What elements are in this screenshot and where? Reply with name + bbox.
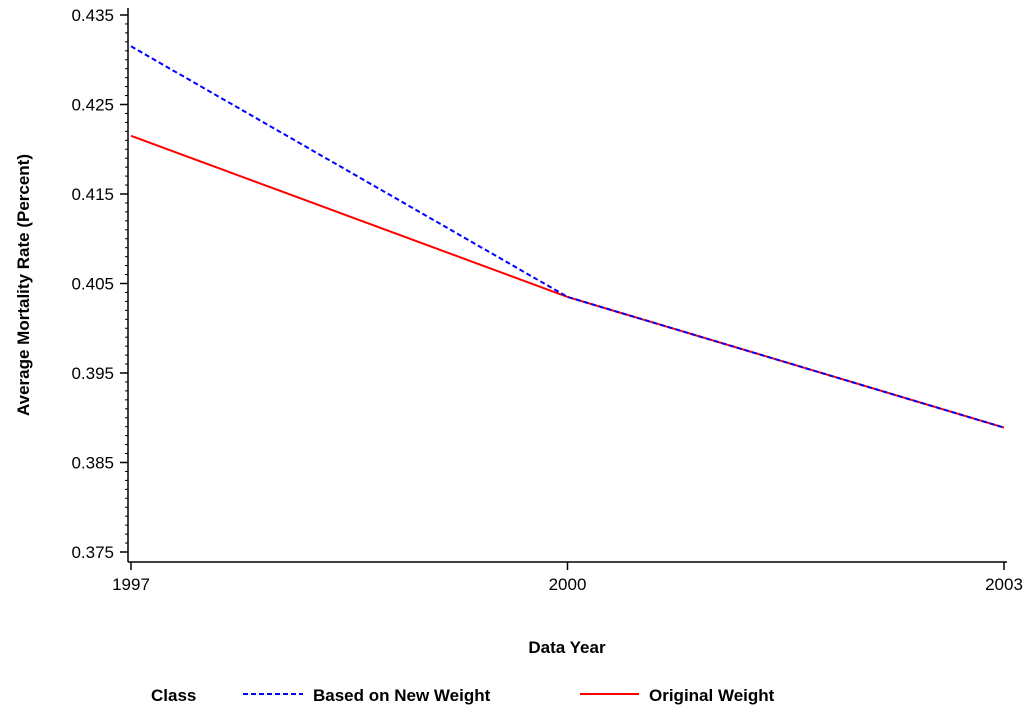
y-tick-label: 0.435 xyxy=(71,6,114,25)
series-line-original-weight xyxy=(130,134,1005,429)
series-line-new-weight xyxy=(130,45,1005,429)
legend: Class Based on New Weight Original Weigh… xyxy=(151,686,775,705)
y-ticks: 0.375 0.385 0.395 0.405 0.415 0.425 0.435 xyxy=(71,6,128,562)
series-lines xyxy=(130,45,1005,429)
y-tick-label: 0.415 xyxy=(71,185,114,204)
y-tick-label: 0.425 xyxy=(71,96,114,115)
x-tick-label: 2000 xyxy=(549,575,587,594)
y-axis-title: Average Mortality Rate (Percent) xyxy=(14,154,33,416)
x-ticks: 1997 2000 2003 xyxy=(112,562,1023,594)
legend-label-new-weight: Based on New Weight xyxy=(313,686,491,705)
y-tick-label: 0.405 xyxy=(71,275,114,294)
legend-title: Class xyxy=(151,686,196,705)
legend-label-original-weight: Original Weight xyxy=(649,686,775,705)
y-tick-label: 0.375 xyxy=(71,543,114,562)
y-tick-label: 0.385 xyxy=(71,454,114,473)
y-tick-label: 0.395 xyxy=(71,364,114,383)
x-tick-label: 1997 xyxy=(112,575,150,594)
x-axis-title: Data Year xyxy=(528,638,606,657)
x-tick-label: 2003 xyxy=(985,575,1023,594)
plot-area: 0.375 0.385 0.395 0.405 0.415 0.425 0.435 1997… xyxy=(71,6,1022,594)
